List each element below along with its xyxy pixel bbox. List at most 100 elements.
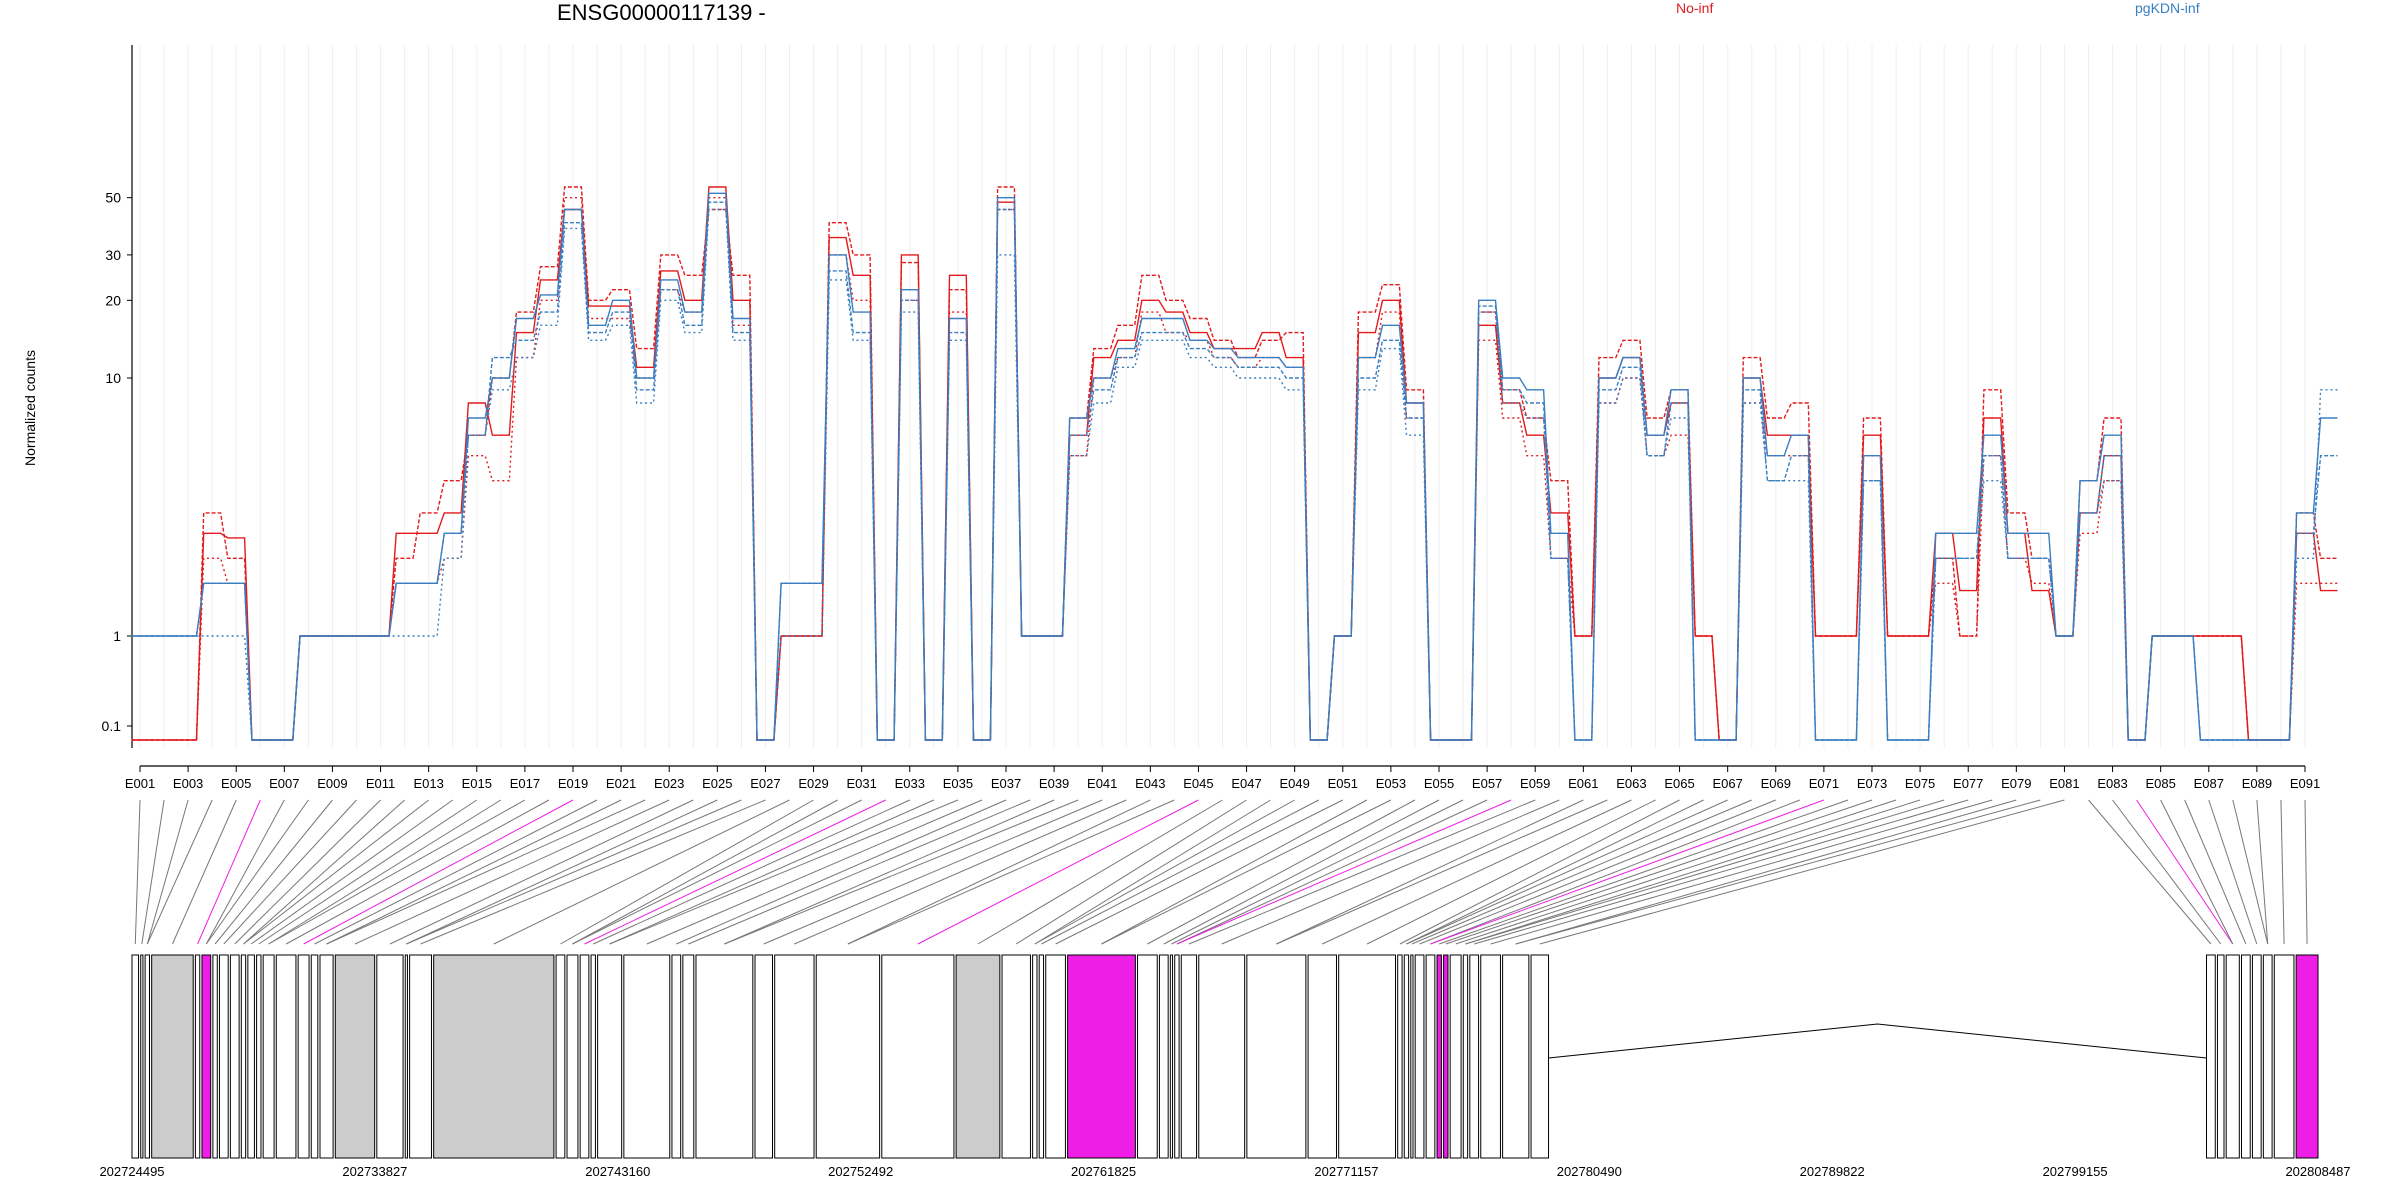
exon-block xyxy=(1530,954,1550,1159)
exon-connector xyxy=(763,799,1103,945)
series-line-no-inf xyxy=(131,197,2338,741)
exon-connector xyxy=(1147,799,1416,945)
exon-block xyxy=(815,954,881,1159)
exon-block xyxy=(1198,954,1246,1159)
exon-block xyxy=(240,954,247,1159)
exon-connector xyxy=(420,799,766,945)
exon-block xyxy=(1403,954,1410,1159)
x-tick-label: E013 xyxy=(413,776,443,791)
exon-connector xyxy=(584,799,886,945)
exon-connector xyxy=(243,799,429,945)
exon-block xyxy=(671,954,682,1159)
exon-connector xyxy=(794,799,1127,945)
exon-block xyxy=(555,954,566,1159)
x-tick-label: E021 xyxy=(606,776,636,791)
x-tick-label: E045 xyxy=(1183,776,1213,791)
exon-connector xyxy=(1034,799,1295,945)
exon-connector xyxy=(2112,799,2222,945)
exon-connector xyxy=(1430,799,1801,945)
x-tick-label: E083 xyxy=(2097,776,2127,791)
exon-connector xyxy=(609,799,935,945)
x-tick-label: E009 xyxy=(317,776,347,791)
count-series xyxy=(131,186,2338,741)
exon-block xyxy=(1443,954,1449,1159)
x-tick-label: E043 xyxy=(1135,776,1165,791)
exon-connector xyxy=(197,799,261,945)
exon-block xyxy=(1414,954,1425,1159)
exon-block xyxy=(151,954,194,1159)
exon-block xyxy=(319,954,334,1159)
exon-connector xyxy=(223,799,357,945)
y-axis-label: Normalized counts xyxy=(22,350,38,466)
x-tick-label: E019 xyxy=(558,776,588,791)
series-line-pgkdn-inf xyxy=(131,192,2338,741)
series-line-pgkdn-inf xyxy=(131,208,2338,741)
exon-block xyxy=(1397,954,1403,1159)
x-tick-label: E031 xyxy=(846,776,876,791)
exon-block xyxy=(1338,954,1397,1159)
exon-connector xyxy=(560,799,814,945)
exon-connector xyxy=(354,799,670,945)
genomic-tick-label: 202752492 xyxy=(828,1164,893,1179)
exon-connector xyxy=(1322,799,1632,945)
x-tick-label: E011 xyxy=(366,776,395,791)
exon-connector xyxy=(171,799,237,945)
exon-connector xyxy=(724,799,1079,945)
x-tick-label: E069 xyxy=(1761,776,1791,791)
exon-connector xyxy=(250,799,454,945)
x-tick-label: E091 xyxy=(2290,776,2320,791)
exon-block xyxy=(131,954,140,1159)
exon-connector xyxy=(572,799,862,945)
exon-connector xyxy=(2184,799,2247,945)
x-tick-label: E029 xyxy=(798,776,828,791)
exon-block xyxy=(334,954,376,1159)
exon-block xyxy=(566,954,579,1159)
exon-connector xyxy=(243,799,405,945)
exon-connector xyxy=(205,799,309,945)
genomic-tick-label: 202771157 xyxy=(1314,1164,1378,1179)
x-tick-label: E027 xyxy=(750,776,780,791)
y-tick-label: 10 xyxy=(105,370,121,386)
exon-connector xyxy=(646,799,983,945)
x-tick-label: E087 xyxy=(2194,776,2224,791)
x-tick-label: E063 xyxy=(1616,776,1646,791)
exon-block xyxy=(1480,954,1501,1159)
exon-connector xyxy=(1055,799,1344,945)
exon-connector xyxy=(406,799,718,945)
exon-block xyxy=(201,954,212,1159)
exon-block xyxy=(682,954,695,1159)
y-tick-label: 1 xyxy=(113,628,121,644)
x-tick-label: E041 xyxy=(1087,776,1117,791)
x-tick-label: E079 xyxy=(2001,776,2031,791)
exon-connectors xyxy=(134,799,2308,945)
x-tick-label: E057 xyxy=(1472,776,1502,791)
x-tick-label: E007 xyxy=(269,776,299,791)
exon-connector xyxy=(314,799,598,945)
exon-connector xyxy=(303,799,574,945)
exon-block xyxy=(754,954,773,1159)
exon-block xyxy=(579,954,590,1159)
x-tick-label: E025 xyxy=(702,776,732,791)
intron-line xyxy=(1548,1023,2207,1059)
exon-block xyxy=(212,954,218,1159)
exon-block xyxy=(256,954,262,1159)
exon-connector xyxy=(2256,799,2269,945)
exon-block xyxy=(409,954,432,1159)
exon-block xyxy=(1032,954,1038,1159)
gene-model xyxy=(131,954,2319,1159)
exon-connector xyxy=(1366,799,1656,945)
y-axis: 0.1 1 10 20 30 50 xyxy=(102,45,133,748)
exon-block xyxy=(275,954,297,1159)
exon-block xyxy=(774,954,815,1159)
exon-connector xyxy=(268,799,502,945)
exon-connector xyxy=(1015,799,1247,945)
exon-block xyxy=(310,954,319,1159)
exon-connector xyxy=(847,799,1151,945)
exon-block xyxy=(140,954,144,1159)
x-tick-label: E037 xyxy=(991,776,1021,791)
exon-block xyxy=(1436,954,1442,1159)
exon-connector xyxy=(1276,799,1584,945)
exon-connector xyxy=(1474,799,1969,945)
exon-connector xyxy=(1163,799,1440,945)
exon-block xyxy=(1449,954,1462,1159)
